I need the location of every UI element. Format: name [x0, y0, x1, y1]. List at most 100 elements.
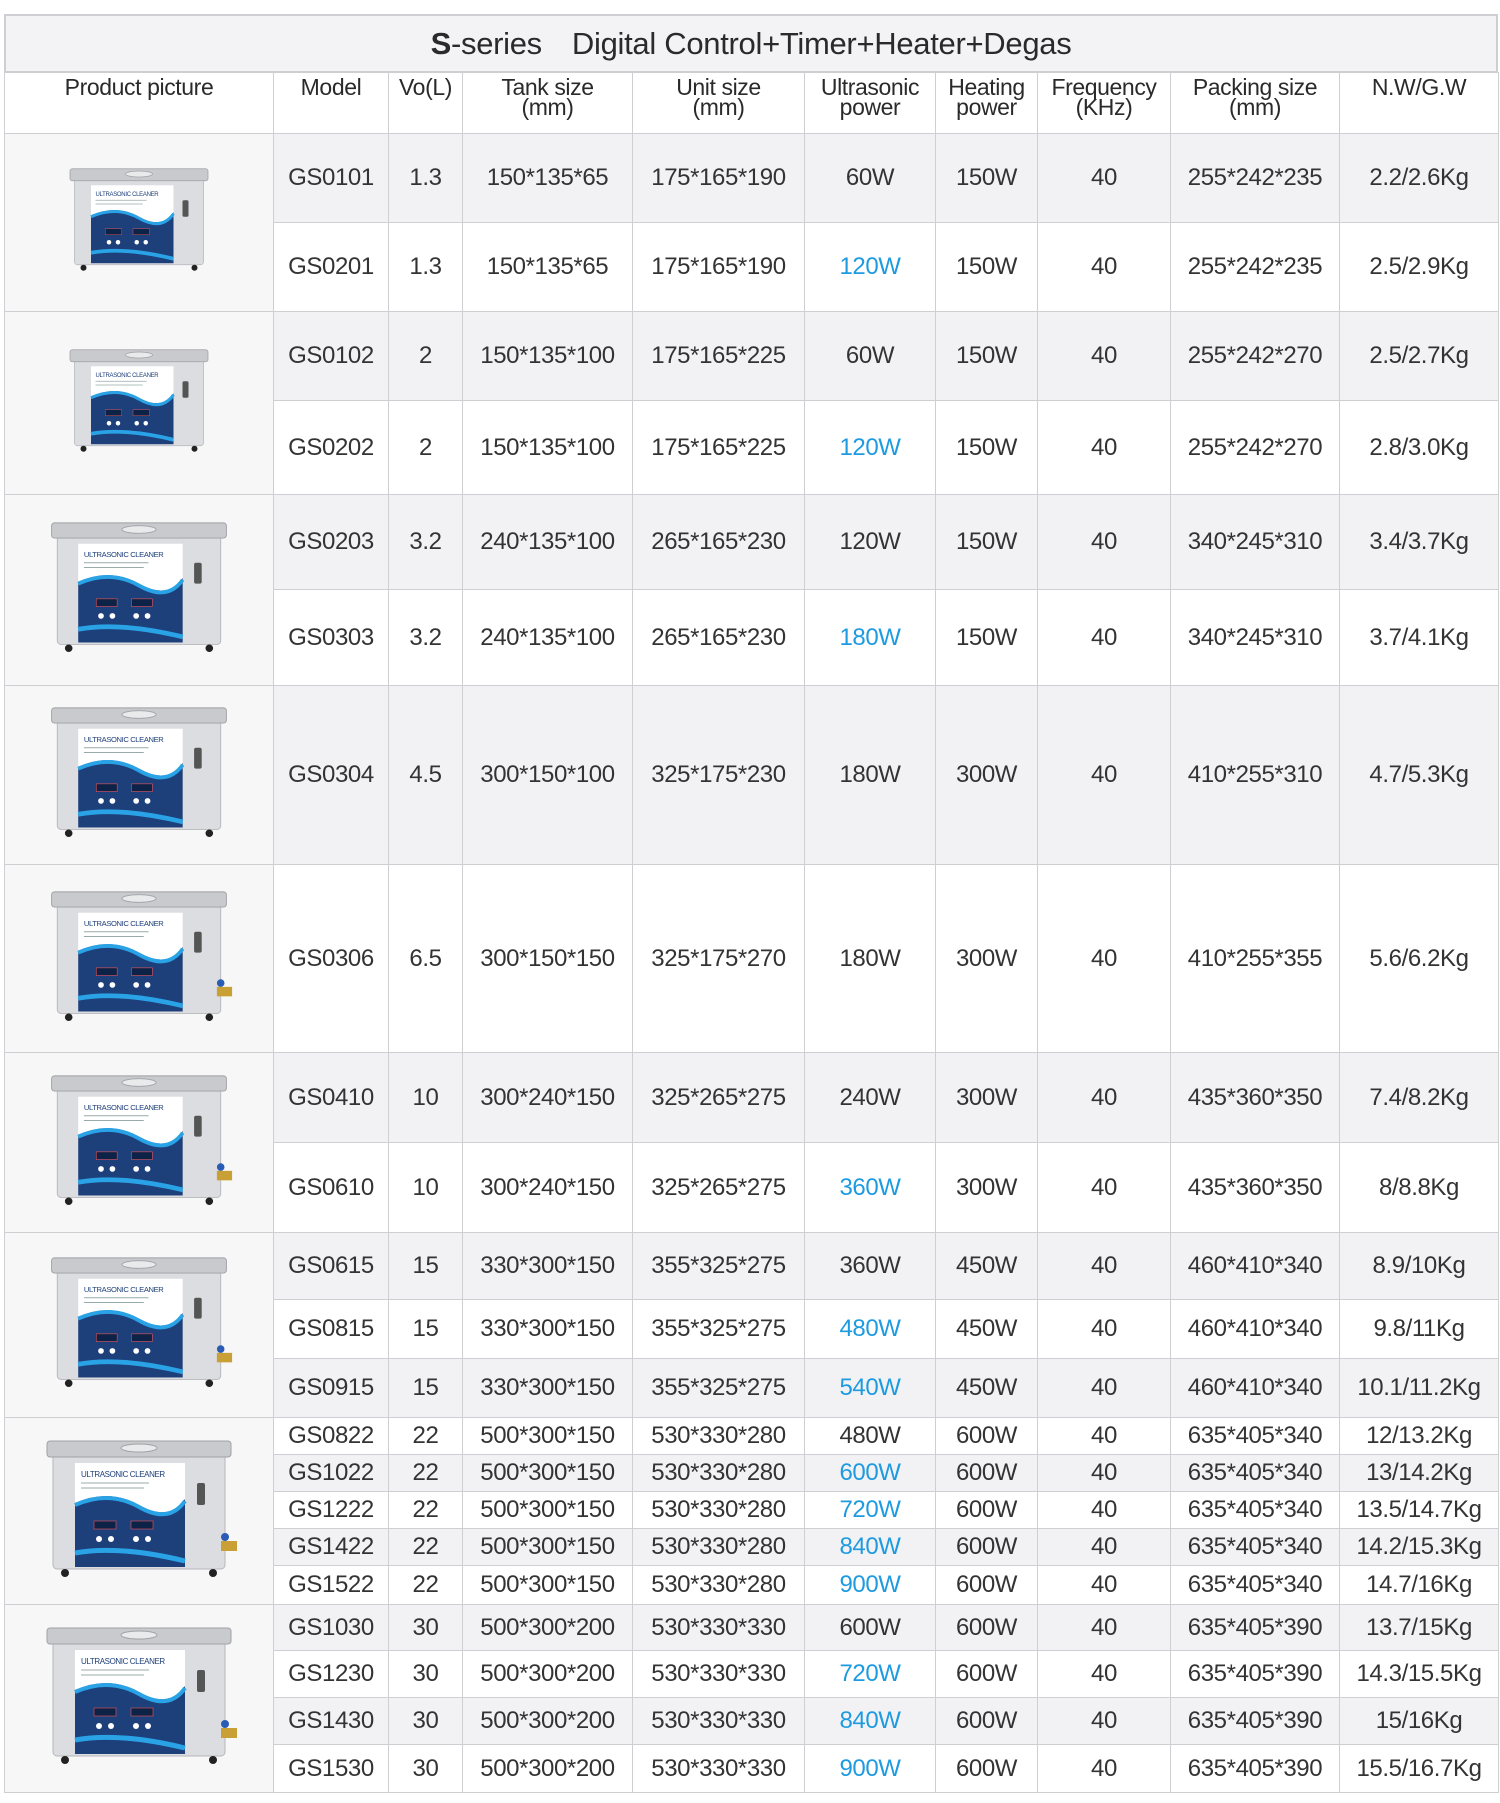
packing-size-cell: 255*242*235: [1170, 222, 1340, 312]
weight-cell: 14.7/16Kg: [1339, 1565, 1499, 1605]
frequency-cell: 40: [1037, 1052, 1171, 1143]
header-model: Model: [273, 72, 389, 134]
weight-cell: 5.6/6.2Kg: [1339, 864, 1499, 1053]
header-ultrasonic-power: Ultrasonic power: [804, 72, 936, 134]
volume-cell: 1.3: [388, 133, 463, 223]
model-cell: GS0202: [273, 400, 389, 495]
table-row: GS0915 15 330*300*150 355*325*275 540W 450W 40…: [5, 1358, 1499, 1418]
packing-size-cell: 635*405*390: [1170, 1697, 1340, 1745]
header-unit: power: [956, 94, 1017, 120]
table-row: ULTRASONIC CLEANER GS0615 15 330*300*150 35…: [4, 1232, 1499, 1418]
ultrasonic-power-cell: 60W: [804, 311, 936, 401]
tank-size-cell: 150*135*100: [462, 400, 633, 495]
tank-size-cell: 500*300*200: [462, 1650, 633, 1698]
svg-text:ULTRASONIC CLEANER: ULTRASONIC CLEANER: [84, 919, 164, 928]
product-picture-cell: ULTRASONIC CLEANER: [4, 311, 274, 495]
unit-size-cell: 265*165*230: [632, 589, 805, 686]
model-cell: GS0306: [273, 864, 389, 1053]
ultrasonic-power-cell: 180W: [804, 685, 936, 865]
frequency-cell: 40: [1037, 1565, 1171, 1605]
frequency-cell: 40: [1037, 133, 1171, 223]
packing-size-cell: 255*242*270: [1170, 311, 1340, 401]
spec-sheet: S -series Digital Control+Timer+Heater+Deg…: [4, 14, 1499, 1793]
weight-cell: 9.8/11Kg: [1339, 1299, 1499, 1359]
tank-size-cell: 500*300*150: [462, 1491, 633, 1529]
header-volume: Vo(L): [388, 72, 463, 134]
ultrasonic-power-cell: 480W: [804, 1417, 936, 1455]
weight-cell: 2.2/2.6Kg: [1339, 133, 1499, 223]
model-cell: GS1522: [273, 1565, 389, 1605]
unit-size-cell: 530*330*280: [632, 1454, 805, 1492]
model-cell: GS0304: [273, 685, 389, 865]
ultrasonic-power-cell: 840W: [804, 1528, 936, 1566]
volume-cell: 22: [388, 1417, 463, 1455]
unit-size-cell: 325*265*275: [632, 1052, 805, 1143]
ultrasonic-power-cell: 900W: [804, 1744, 936, 1793]
heating-power-cell: 300W: [935, 1052, 1038, 1143]
tank-size-cell: 500*300*150: [462, 1565, 633, 1605]
tank-size-cell: 240*135*100: [462, 589, 633, 686]
weight-cell: 4.7/5.3Kg: [1339, 685, 1499, 865]
svg-text:ULTRASONIC CLEANER: ULTRASONIC CLEANER: [96, 372, 160, 378]
frequency-cell: 40: [1037, 589, 1171, 686]
heating-power-cell: 600W: [935, 1491, 1038, 1529]
model-cell: GS0815: [273, 1299, 389, 1359]
ultrasonic-cleaner-image: ULTRASONIC CLEANER: [69, 348, 209, 452]
table-row: ULTRASONIC CLEANER GS0304 4.5 300*150*100 3…: [4, 685, 1499, 865]
header-frequency: Frequency (KHz): [1037, 72, 1171, 134]
ultrasonic-cleaner-image: ULTRASONIC CLEANER: [46, 1440, 237, 1577]
volume-cell: 6.5: [388, 864, 463, 1053]
heating-power-cell: 450W: [935, 1358, 1038, 1418]
frequency-cell: 40: [1037, 685, 1171, 865]
unit-size-cell: 355*325*275: [632, 1358, 805, 1418]
ultrasonic-power-cell: 600W: [804, 1604, 936, 1651]
frequency-cell: 40: [1037, 864, 1171, 1053]
ultrasonic-power-cell: 360W: [804, 1142, 936, 1233]
unit-size-cell: 530*330*280: [632, 1565, 805, 1605]
table-row: GS0610 10 300*240*150 325*265*275 360W 300W 40…: [5, 1142, 1499, 1233]
ultrasonic-cleaner-image: ULTRASONIC CLEANER: [51, 522, 227, 653]
frequency-cell: 40: [1037, 1604, 1171, 1651]
weight-cell: 15/16Kg: [1339, 1697, 1499, 1745]
volume-cell: 22: [388, 1528, 463, 1566]
heating-power-cell: 150W: [935, 589, 1038, 686]
ultrasonic-power-cell: 480W: [804, 1299, 936, 1359]
packing-size-cell: 635*405*340: [1170, 1528, 1340, 1566]
header-product-picture: Product picture: [4, 72, 274, 134]
svg-text:ULTRASONIC CLEANER: ULTRASONIC CLEANER: [96, 192, 160, 198]
table-row: ULTRASONIC CLEANER GS0203 3.2 240*135*100 2…: [4, 494, 1499, 686]
tank-size-cell: 300*150*150: [462, 864, 633, 1053]
frequency-cell: 40: [1037, 1454, 1171, 1492]
ultrasonic-power-cell: 180W: [804, 864, 936, 1053]
frequency-cell: 40: [1037, 1358, 1171, 1418]
weight-cell: 13.7/15Kg: [1339, 1604, 1499, 1651]
model-cell: GS0410: [273, 1052, 389, 1143]
product-picture-cell: ULTRASONIC CLEANER: [4, 494, 274, 686]
unit-size-cell: 530*330*280: [632, 1528, 805, 1566]
header-label: Ultrasonic: [820, 74, 920, 100]
tank-size-cell: 300*240*150: [462, 1052, 633, 1143]
ultrasonic-power-cell: 120W: [804, 222, 936, 312]
packing-size-cell: 435*360*350: [1170, 1052, 1340, 1143]
header-packing-size: Packing size (mm): [1170, 72, 1340, 134]
packing-size-cell: 635*405*390: [1170, 1604, 1340, 1651]
tank-size-cell: 240*135*100: [462, 494, 633, 590]
ultrasonic-power-cell: 600W: [804, 1454, 936, 1492]
heating-power-cell: 600W: [935, 1697, 1038, 1745]
svg-text:ULTRASONIC CLEANER: ULTRASONIC CLEANER: [84, 550, 164, 559]
model-cell: GS0822: [273, 1417, 389, 1455]
header-heating-power: Heating power: [935, 72, 1038, 134]
header-unit-size: Unit size (mm): [632, 72, 805, 134]
table-row: GS1522 22 500*300*150 530*330*280 900W 600W 40…: [5, 1565, 1499, 1605]
volume-cell: 30: [388, 1604, 463, 1651]
volume-cell: 3.2: [388, 589, 463, 686]
header-label: Vo(L): [399, 74, 452, 100]
table-row: ULTRASONIC CLEANER GS0101 1.3 150*135*65 17…: [4, 133, 1499, 312]
table-row: GS1430 30 500*300*200 530*330*330 840W 600W 40…: [5, 1697, 1499, 1745]
product-picture-cell: ULTRASONIC CLEANER: [4, 864, 274, 1053]
packing-size-cell: 635*405*390: [1170, 1650, 1340, 1698]
heating-power-cell: 600W: [935, 1565, 1038, 1605]
packing-size-cell: 635*405*340: [1170, 1565, 1340, 1605]
model-cell: GS1422: [273, 1528, 389, 1566]
weight-cell: 14.3/15.5Kg: [1339, 1650, 1499, 1698]
